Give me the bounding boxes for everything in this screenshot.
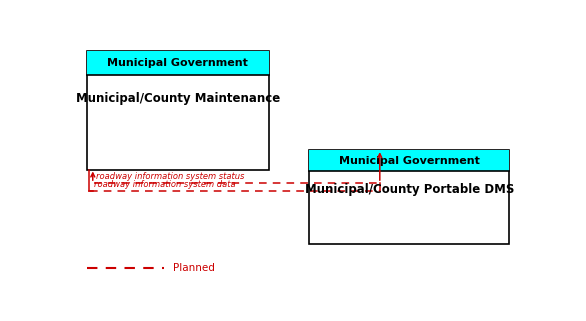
Text: Municipal Government: Municipal Government <box>339 156 480 166</box>
Text: Planned: Planned <box>173 264 215 273</box>
Bar <box>87 51 268 169</box>
Text: roadway information system data: roadway information system data <box>94 180 236 189</box>
Bar <box>309 150 509 244</box>
Text: Municipal/County Portable DMS: Municipal/County Portable DMS <box>305 183 514 196</box>
Text: Municipal/County Maintenance: Municipal/County Maintenance <box>76 92 280 105</box>
Bar <box>87 51 268 74</box>
Text: roadway information system status: roadway information system status <box>97 172 245 181</box>
Bar <box>309 150 509 171</box>
Text: Municipal Government: Municipal Government <box>107 58 248 68</box>
